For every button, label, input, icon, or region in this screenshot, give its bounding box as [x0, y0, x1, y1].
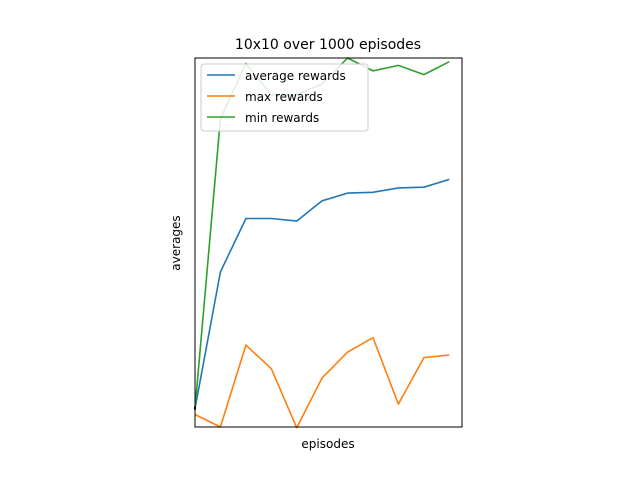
legend-label-max-rewards: max rewards — [245, 90, 323, 104]
plot-frame — [194, 57, 463, 428]
legend-label-min-rewards: min rewards — [245, 111, 319, 125]
legend-label-average-rewards: average rewards — [245, 69, 346, 83]
legend-box — [200, 63, 369, 132]
legend: average rewards max rewards min rewards — [200, 63, 369, 132]
series-line-max-rewards — [194, 336, 450, 429]
series-line-average-rewards — [194, 178, 450, 409]
chart-title: 10x10 over 1000 episodes — [235, 37, 421, 53]
y-axis-label: averages — [169, 215, 183, 270]
x-axis-label: episodes — [301, 437, 354, 451]
